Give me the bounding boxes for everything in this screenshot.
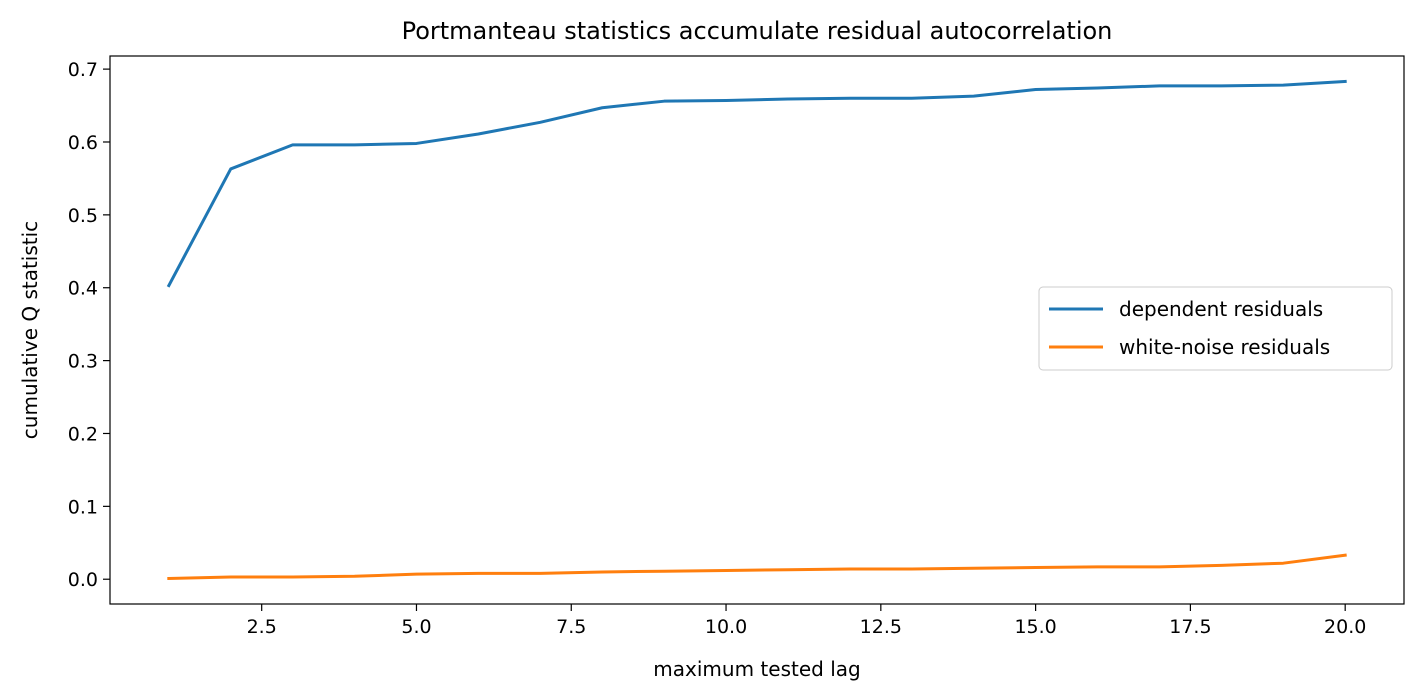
x-axis-label: maximum tested lag <box>653 657 860 681</box>
x-tick-label: 7.5 <box>556 616 586 638</box>
axes: 2.5 5.0 7.5 10.0 12.5 15.0 17.5 20.0 0.0 0.1 0.2 0.… <box>68 59 1367 638</box>
legend-label-dependent-residuals: dependent residuals <box>1119 297 1323 321</box>
y-tick-label: 0.1 <box>68 496 98 518</box>
x-tick-label: 15.0 <box>1014 616 1056 638</box>
y-tick-label: 0.2 <box>68 423 98 445</box>
x-tick-label: 5.0 <box>401 616 431 638</box>
y-tick-label: 0.6 <box>68 132 98 154</box>
y-tick-label: 0.5 <box>68 205 98 227</box>
series-line-white-noise-residuals <box>167 553 1347 581</box>
series-lines <box>166 79 1347 581</box>
chart-title: Portmanteau statistics accumulate residu… <box>402 17 1113 45</box>
x-tick-label: 2.5 <box>247 616 277 638</box>
plot-frame <box>109 55 1405 605</box>
x-tick-label: 20.0 <box>1324 616 1366 638</box>
y-tick-label: 0.3 <box>68 351 98 373</box>
y-axis-label: cumulative Q statistic <box>18 221 42 439</box>
legend-frame <box>1038 286 1393 371</box>
x-tick-label: 17.5 <box>1169 616 1211 638</box>
series-line-dependent-residuals <box>166 79 1347 288</box>
y-tick-label: 0.0 <box>68 569 98 591</box>
legend: dependent residuals white-noise residual… <box>1038 286 1393 371</box>
x-tick-label: 10.0 <box>705 616 747 638</box>
x-tick-label: 12.5 <box>860 616 902 638</box>
y-tick-label: 0.4 <box>68 278 98 300</box>
legend-label-white-noise-residuals: white-noise residuals <box>1119 335 1330 359</box>
y-tick-label: 0.7 <box>68 59 98 81</box>
